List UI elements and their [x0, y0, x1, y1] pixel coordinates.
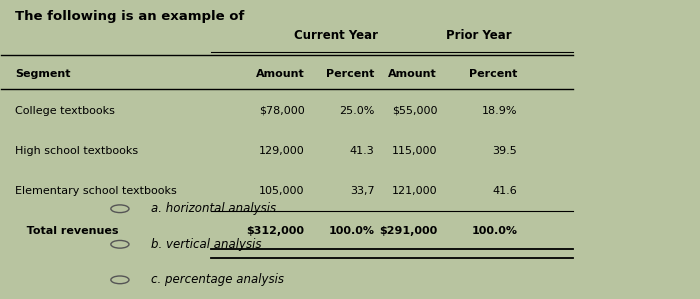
- Text: Total revenues: Total revenues: [15, 226, 119, 236]
- Text: a. horizontal analysis: a. horizontal analysis: [151, 202, 276, 215]
- Text: $55,000: $55,000: [392, 106, 438, 116]
- Text: 121,000: 121,000: [391, 186, 438, 196]
- Text: c. percentage analysis: c. percentage analysis: [151, 273, 284, 286]
- Text: 100.0%: 100.0%: [328, 226, 374, 236]
- Text: College textbooks: College textbooks: [15, 106, 116, 116]
- Text: $78,000: $78,000: [259, 106, 304, 116]
- Text: Current Year: Current Year: [294, 29, 378, 42]
- Text: 129,000: 129,000: [259, 146, 304, 156]
- Text: Segment: Segment: [15, 69, 71, 79]
- Text: Percent: Percent: [469, 69, 517, 79]
- Text: 115,000: 115,000: [392, 146, 438, 156]
- Text: 25.0%: 25.0%: [339, 106, 375, 116]
- Text: b. vertical analysis: b. vertical analysis: [151, 238, 262, 251]
- Text: Prior Year: Prior Year: [446, 29, 512, 42]
- Text: Amount: Amount: [389, 69, 438, 79]
- Text: 100.0%: 100.0%: [471, 226, 517, 236]
- Text: 105,000: 105,000: [259, 186, 304, 196]
- Text: 18.9%: 18.9%: [482, 106, 517, 116]
- Text: 41.3: 41.3: [350, 146, 374, 156]
- Text: The following is an example of: The following is an example of: [15, 10, 245, 23]
- Text: 39.5: 39.5: [493, 146, 517, 156]
- Text: 33,7: 33,7: [350, 186, 374, 196]
- Text: High school textbooks: High school textbooks: [15, 146, 139, 156]
- Text: 41.6: 41.6: [493, 186, 517, 196]
- Text: Percent: Percent: [326, 69, 375, 79]
- Text: Elementary school textbooks: Elementary school textbooks: [15, 186, 177, 196]
- Text: $312,000: $312,000: [246, 226, 304, 236]
- Text: $291,000: $291,000: [379, 226, 438, 236]
- Text: Amount: Amount: [256, 69, 304, 79]
